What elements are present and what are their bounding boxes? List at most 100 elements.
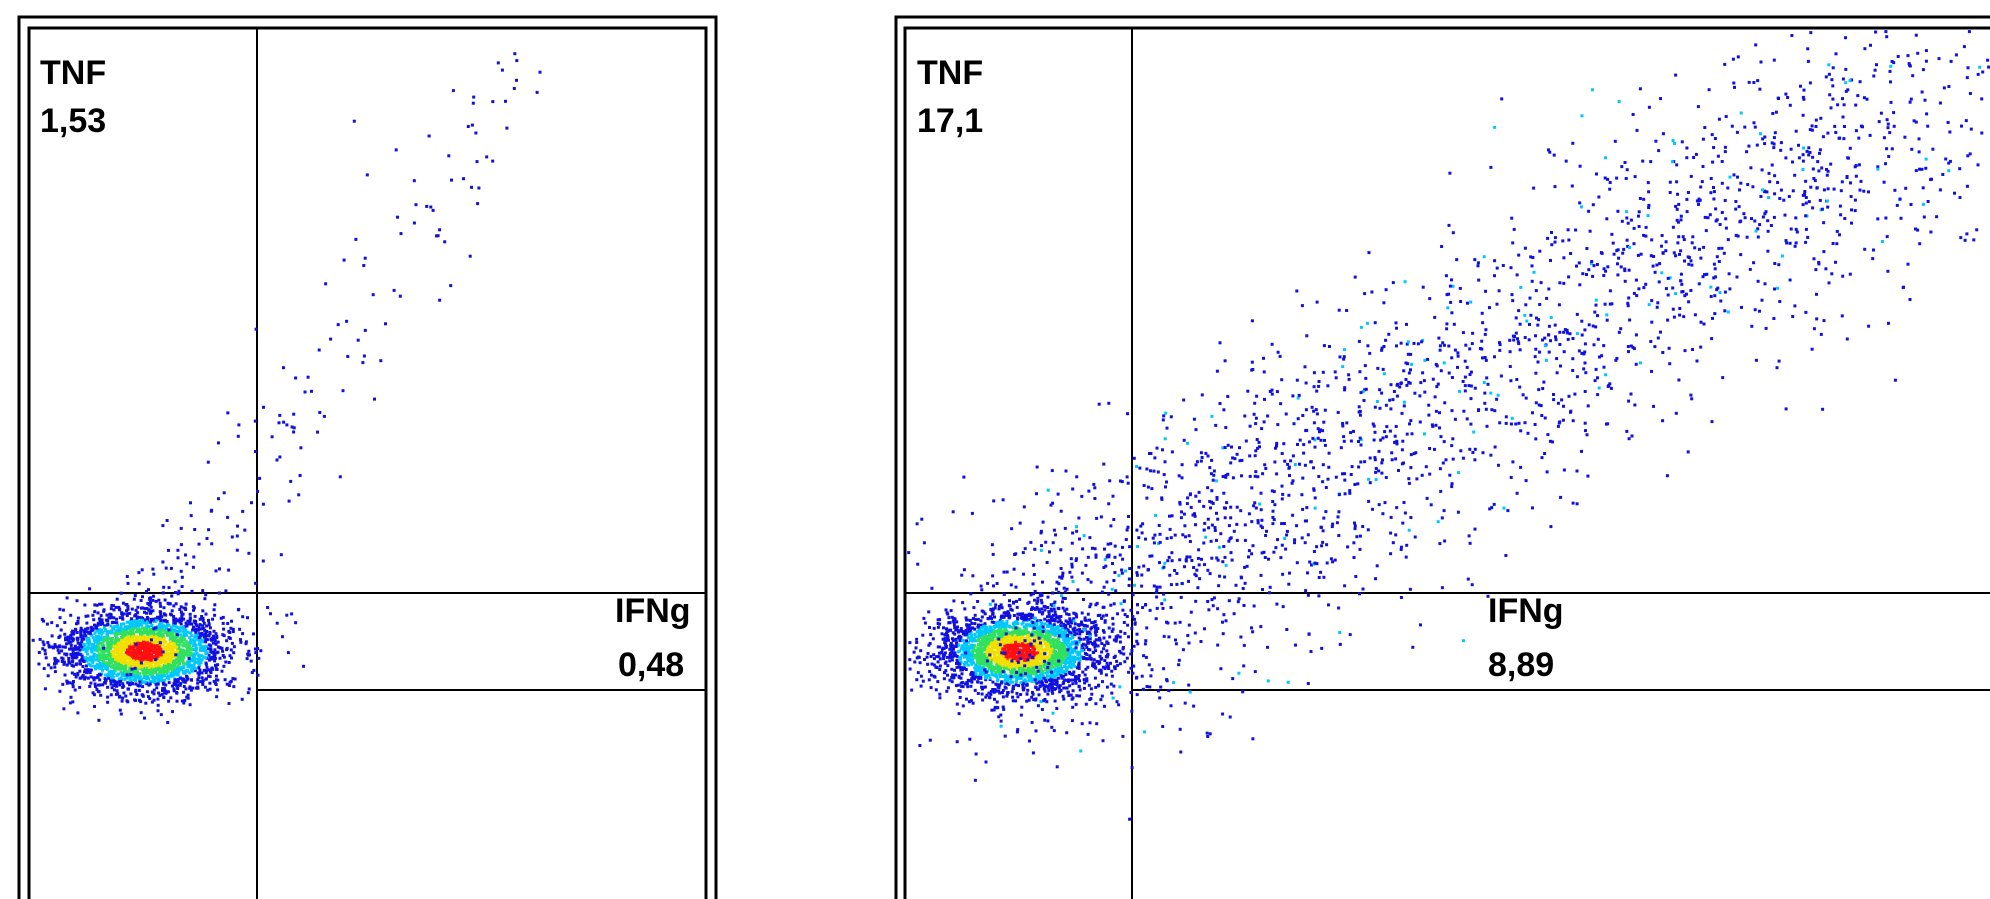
event-dot (110, 638, 114, 642)
event-dot (975, 664, 979, 668)
event-dot (122, 644, 126, 648)
event-dot (78, 676, 82, 680)
event-dot (198, 623, 202, 627)
event-dot (179, 657, 183, 661)
event-dot (84, 656, 87, 660)
event-dot (1070, 636, 1074, 640)
event-dot (178, 629, 182, 633)
event-dot (1012, 663, 1016, 667)
event-dot (174, 653, 178, 657)
event-dot (965, 642, 968, 646)
event-dot (363, 256, 367, 260)
event-dot (65, 642, 68, 646)
event-dot (162, 640, 166, 644)
event-dot (1061, 682, 1065, 686)
event-dot (151, 665, 155, 669)
event-dot (141, 606, 145, 610)
event-dot (974, 654, 978, 657)
event-dot (145, 631, 149, 635)
event-dot (113, 641, 117, 645)
event-dot (94, 658, 98, 662)
event-dot (106, 673, 110, 676)
event-dot (1067, 678, 1070, 682)
event-dot (126, 647, 129, 651)
event-dot (963, 661, 967, 664)
event-dot (197, 625, 201, 629)
event-dot (1039, 598, 1043, 602)
event-dot (87, 646, 91, 650)
event-dot (176, 592, 180, 596)
event-dot (114, 661, 118, 665)
event-dot (176, 667, 180, 671)
event-dot (1028, 662, 1032, 666)
event-dot (169, 696, 173, 700)
event-dot (75, 631, 79, 634)
event-dot (213, 603, 217, 607)
event-dot (964, 629, 968, 632)
event-dot (1001, 675, 1005, 678)
event-dot (230, 641, 234, 645)
event-dot (953, 626, 957, 630)
event-dot (120, 655, 124, 659)
event-dot (142, 642, 146, 646)
event-dot (42, 643, 46, 647)
event-dot (1053, 610, 1057, 614)
event-dot (116, 652, 120, 656)
event-dot (135, 663, 139, 667)
event-dot (171, 710, 174, 714)
event-dot (193, 614, 197, 618)
event-dot (197, 636, 201, 640)
event-dot (154, 661, 158, 664)
event-dot (79, 629, 83, 633)
event-dot (165, 670, 168, 674)
event-dot (45, 622, 49, 626)
event-dot (1135, 632, 1139, 636)
event-dot (927, 643, 931, 647)
event-dot (202, 627, 206, 631)
event-dot (178, 653, 181, 657)
event-dot (947, 616, 951, 620)
event-dot (97, 637, 101, 641)
event-dot (1060, 633, 1064, 637)
event-dot (1033, 670, 1037, 674)
event-dot (101, 660, 105, 664)
event-dot (149, 667, 153, 671)
event-dot (43, 687, 47, 691)
event-dot (104, 657, 107, 661)
event-dot (1046, 625, 1049, 629)
event-dot (934, 688, 938, 692)
event-dot (170, 655, 174, 659)
event-dot (155, 648, 159, 652)
event-dot (1068, 654, 1072, 658)
event-dot (151, 598, 155, 602)
event-dot (87, 643, 91, 647)
event-dot (91, 628, 95, 632)
event-dot (239, 640, 243, 644)
event-dot (1104, 673, 1108, 677)
event-dot (124, 667, 128, 671)
event-dot (180, 635, 184, 639)
event-dot (106, 649, 110, 653)
event-dot (89, 629, 93, 633)
event-dot (1048, 661, 1052, 665)
event-dot (86, 614, 90, 618)
event-dot (123, 658, 127, 662)
event-dot (1131, 671, 1135, 675)
event-dot (1059, 621, 1063, 624)
event-dot (292, 412, 296, 416)
event-dot (953, 617, 957, 621)
event-dot (91, 691, 95, 695)
event-dot (156, 697, 160, 701)
event-dot (1059, 624, 1062, 628)
event-dot (126, 581, 130, 585)
event-dot (148, 603, 152, 607)
event-dot (1030, 660, 1033, 664)
event-dot (1030, 606, 1034, 610)
event-dot (152, 698, 156, 702)
event-dot (496, 61, 500, 65)
event-dot (197, 662, 201, 665)
event-dot (67, 659, 71, 663)
event-dot (180, 585, 184, 588)
event-dot (213, 681, 217, 685)
event-dot (159, 626, 162, 630)
